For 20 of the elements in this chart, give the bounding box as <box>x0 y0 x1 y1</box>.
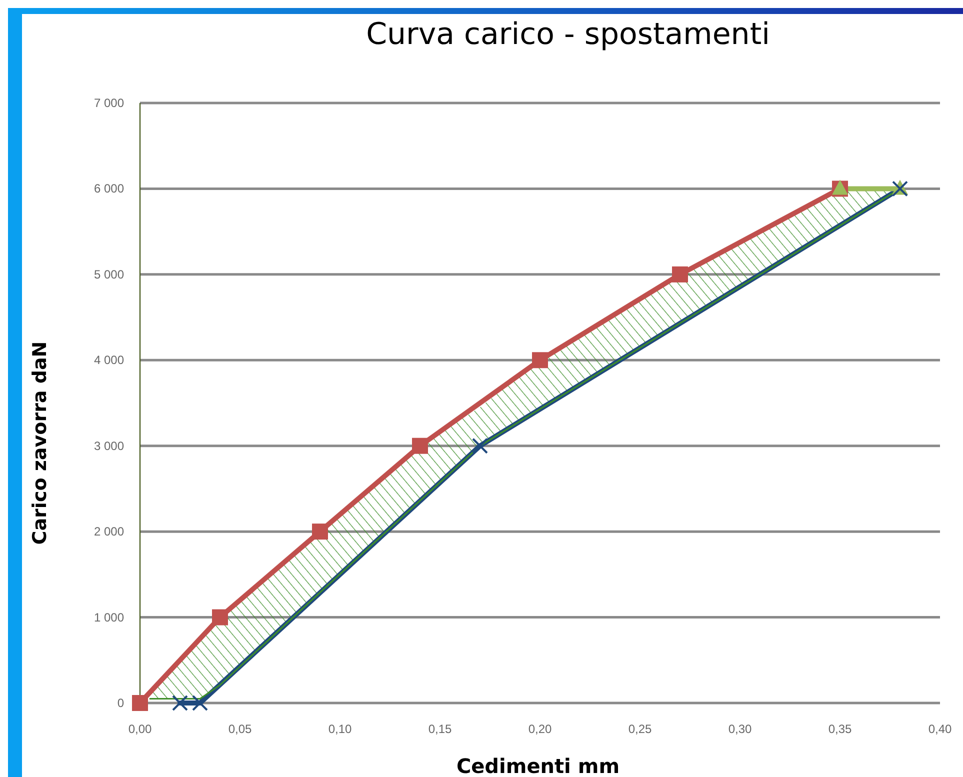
x-tick-label: 0,20 <box>528 722 552 736</box>
x-tick-label: 0,15 <box>428 722 452 736</box>
x-tick-label: 0,10 <box>328 722 352 736</box>
y-tick-label: 6 000 <box>94 182 124 196</box>
x-axis-title: Cedimenti mm <box>456 754 620 777</box>
x-tick-label: 0,05 <box>228 722 252 736</box>
y-tick-label: 2 000 <box>94 524 124 539</box>
y-tick-label: 4 000 <box>94 353 124 368</box>
y-tick-label: 3 000 <box>94 438 124 453</box>
y-tick-label: 1 000 <box>94 610 124 624</box>
chart-title: Curva carico - spostamenti <box>366 17 770 52</box>
y-tick-label: 0 <box>117 696 124 710</box>
y-tick-label: 5 000 <box>94 267 124 282</box>
y-tick-label: 7 000 <box>94 96 124 110</box>
x-tick-label: 0,25 <box>628 722 652 736</box>
x-tick-label: 0,00 <box>128 722 152 736</box>
x-tick-label: 0,40 <box>928 722 952 736</box>
x-tick-label: 0,30 <box>728 722 752 736</box>
x-tick-label: 0,35 <box>828 722 852 736</box>
y-axis-title: Carico zavorra daN <box>29 341 51 545</box>
